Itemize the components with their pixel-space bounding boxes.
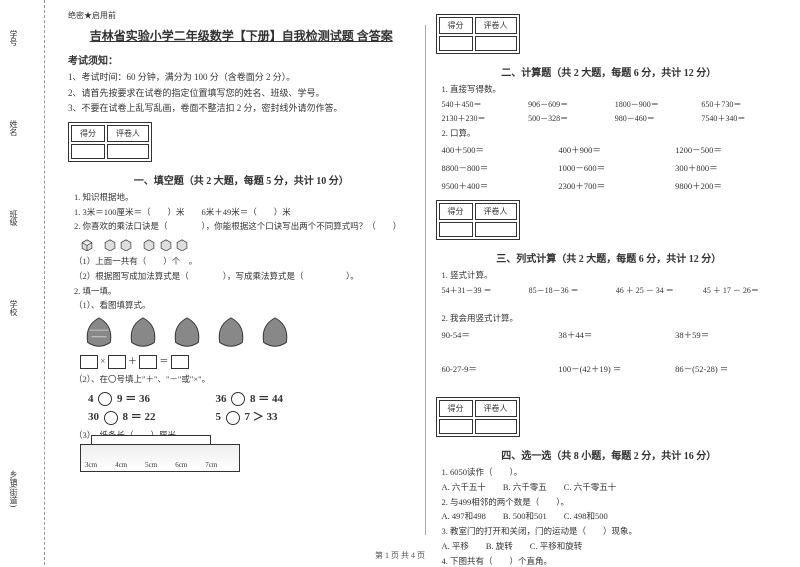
op-eq: 30 8 ＝ 22 [88, 408, 156, 424]
lst1-grid: 54＋31－39 ＝ 85－18－36 ＝ 46 ＋ 25 － 34 ＝ 45 … [442, 285, 783, 296]
leaf-icon [124, 316, 162, 350]
section-1-title: 一、填空题（共 2 大题，每题 5 分，共计 10 分） [68, 172, 415, 187]
calc2-head: 2. 口算。 [442, 127, 783, 140]
q1-c2: （2）根据图写成加法算式是（ ），写成乘法算式是（ ）。 [74, 270, 415, 283]
q2-b: （2）、在〇号填上"＋"、"－"或"×"。 [74, 373, 415, 386]
cube-icon [175, 237, 189, 251]
leaf-diagram [80, 316, 415, 350]
op-eq: 4 9 ＝ 36 [88, 390, 156, 406]
confidential-mark: 绝密★启用前 [68, 10, 415, 21]
leaf-icon [168, 316, 206, 350]
calc1-grid: 540＋450＝ 906－609＝ 1800－900＝ 650＋730＝ 213… [442, 99, 783, 124]
sidebar-label: 班级 [8, 210, 19, 226]
sidebar-label: 姓名 [8, 120, 19, 136]
right-column: 得分评卷人 二、计算题（共 2 大题，每题 6 分，共计 12 分） 1. 直接… [426, 10, 793, 540]
score-box: 得分 评卷人 [68, 122, 152, 162]
blank-box [80, 355, 98, 369]
blank-box [171, 355, 189, 369]
cube-icon [119, 237, 133, 251]
q1-c1: （1）上面一共有（ ）个 。 [74, 255, 415, 268]
section-3-title: 三、列式计算（共 2 大题，每题 6 分，共计 12 分） [436, 250, 783, 265]
leaf-icon [80, 316, 118, 350]
left-column: 绝密★启用前 吉林省实验小学二年级数学【下册】自我检测试题 含答案 考试须知： … [58, 10, 425, 540]
lst2-head: 2. 我会用竖式计算。 [442, 312, 783, 325]
exam-title: 吉林省实验小学二年级数学【下册】自我检测试题 含答案 [68, 27, 415, 44]
q1-head: 1. 知识根据地。 [74, 191, 415, 204]
choice-q2: 2. 与499相邻的两个数是（ ）。 [442, 496, 783, 509]
choice-q1-opts: A. 六千五十 B. 六千零五 C. 六千零五十 [442, 481, 783, 494]
cube-icon [103, 237, 117, 251]
score-box: 得分评卷人 [436, 397, 520, 437]
choice-q3: 3. 教室门的打开和关闭，门的运动是（ ）现象。 [442, 525, 783, 538]
cube-icon [80, 237, 94, 251]
lst1-head: 1. 竖式计算。 [442, 269, 783, 282]
q1-a: 1. 3米＝100厘米＝（ ）米 6米＋49米＝（ ）米 [74, 206, 415, 219]
page-content: 绝密★启用前 吉林省实验小学二年级数学【下册】自我检测试题 含答案 考试须知： … [50, 0, 800, 540]
leaf-icon [212, 316, 250, 350]
calc2-grid: 400＋500＝ 400＋900＝ 1200－500＝ 8800－800＝ 10… [442, 144, 783, 192]
ruler-diagram: 3cm 4cm 5cm 6cm 7cm [80, 444, 240, 472]
q2-head: 2. 填一填。 [74, 285, 415, 298]
instruction: 1、考试时间：60 分钟，满分为 100 分（含卷面分 2 分）。 [68, 71, 415, 84]
lst2-grid: 90-54＝ 38＋44＝ 38＋59＝ [442, 329, 783, 341]
equation-boxes: × ＋ ＝ [80, 354, 415, 369]
q2-a: （1）、看图填算式。 [74, 299, 415, 312]
cube-icon [159, 237, 173, 251]
score-box: 得分评卷人 [436, 14, 520, 54]
calc1-head: 1. 直接写得数。 [442, 83, 783, 96]
q1-b: 2. 你喜欢的乘法口诀是（ ），你能根据这个口诀写出两个不同算式吗？（ ） [74, 220, 415, 233]
binding-sidebar: 学号 姓名 班级 学校 乡镇(街道) [0, 0, 45, 565]
ruler-ticks: 3cm 4cm 5cm 6cm 7cm [85, 461, 217, 469]
sidebar-label: 学号 [8, 30, 19, 46]
instruction: 3、不要在试卷上乱写乱画，卷面不整洁扣 2 分，密封线外请勿作答。 [68, 102, 415, 115]
op-eq: 36 8 ＝ 44 [216, 390, 284, 406]
choice-q1: 1. 6050读作（ ）。 [442, 466, 783, 479]
sidebar-label: 乡镇(街道) [8, 470, 19, 507]
page-footer: 第 1 页 共 4 页 [0, 550, 800, 561]
blank-box [108, 355, 126, 369]
leaf-icon [256, 316, 294, 350]
instruction: 2、请首先按要求在试卷的指定位置填写您的姓名、班级、学号。 [68, 87, 415, 100]
choice-q2-opts: A. 497和498 B. 500和501 C. 498和500 [442, 510, 783, 523]
cube-icon [142, 237, 156, 251]
score-label: 得分 [71, 125, 105, 142]
section-4-title: 四、选一选（共 8 小题，每题 2 分，共计 16 分） [436, 447, 783, 462]
section-2-title: 二、计算题（共 2 大题，每题 6 分，共计 12 分） [436, 64, 783, 79]
notice-heading: 考试须知： [68, 52, 415, 67]
score-box: 得分评卷人 [436, 200, 520, 240]
op-eq: 5 7 ＞ 33 [216, 408, 284, 424]
cube-diagram [80, 237, 415, 251]
lst2-grid-2: 60-27-9＝ 100－(42＋19) ＝ 86－(52-28) ＝ [442, 363, 783, 375]
blank-box [139, 355, 157, 369]
sidebar-label: 学校 [8, 300, 19, 316]
reviewer-label: 评卷人 [107, 125, 149, 142]
paper-strip [91, 435, 211, 445]
